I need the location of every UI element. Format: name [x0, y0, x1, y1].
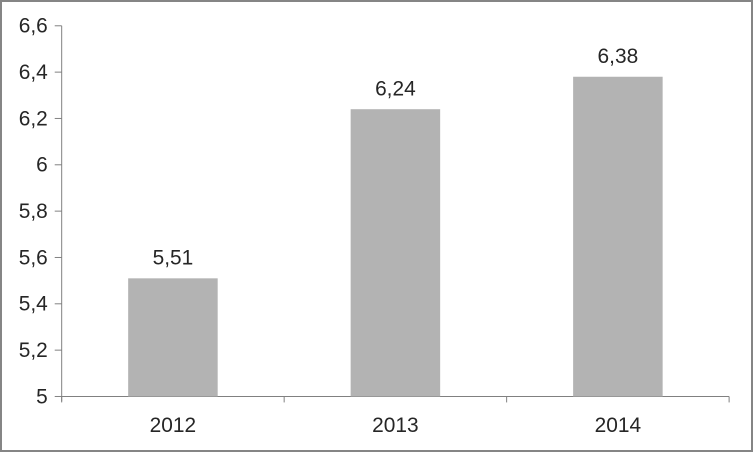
- y-tick-label: 6,6: [19, 15, 48, 38]
- bar-2012: [128, 278, 218, 397]
- y-tick-label: 6: [36, 154, 48, 177]
- value-label-2014: 6,38: [598, 45, 639, 68]
- y-tick-label: 5,6: [19, 246, 48, 269]
- y-tick-label: 5: [36, 385, 48, 408]
- x-tick-label-2012: 2012: [150, 414, 196, 437]
- y-tick-label: 6,4: [19, 61, 48, 84]
- y-tick-label: 5,4: [19, 293, 48, 316]
- y-tick-label: 5,8: [19, 200, 48, 223]
- bar-2013: [350, 109, 441, 397]
- y-tick-label: 6,2: [19, 107, 48, 130]
- y-tick-label: 5,2: [19, 339, 48, 362]
- bar-2014: [573, 76, 663, 397]
- value-label-2012: 5,51: [153, 246, 194, 269]
- x-tick-label-2013: 2013: [372, 414, 418, 437]
- value-label-2013: 6,24: [375, 77, 416, 100]
- x-tick-label-2014: 2014: [595, 414, 641, 437]
